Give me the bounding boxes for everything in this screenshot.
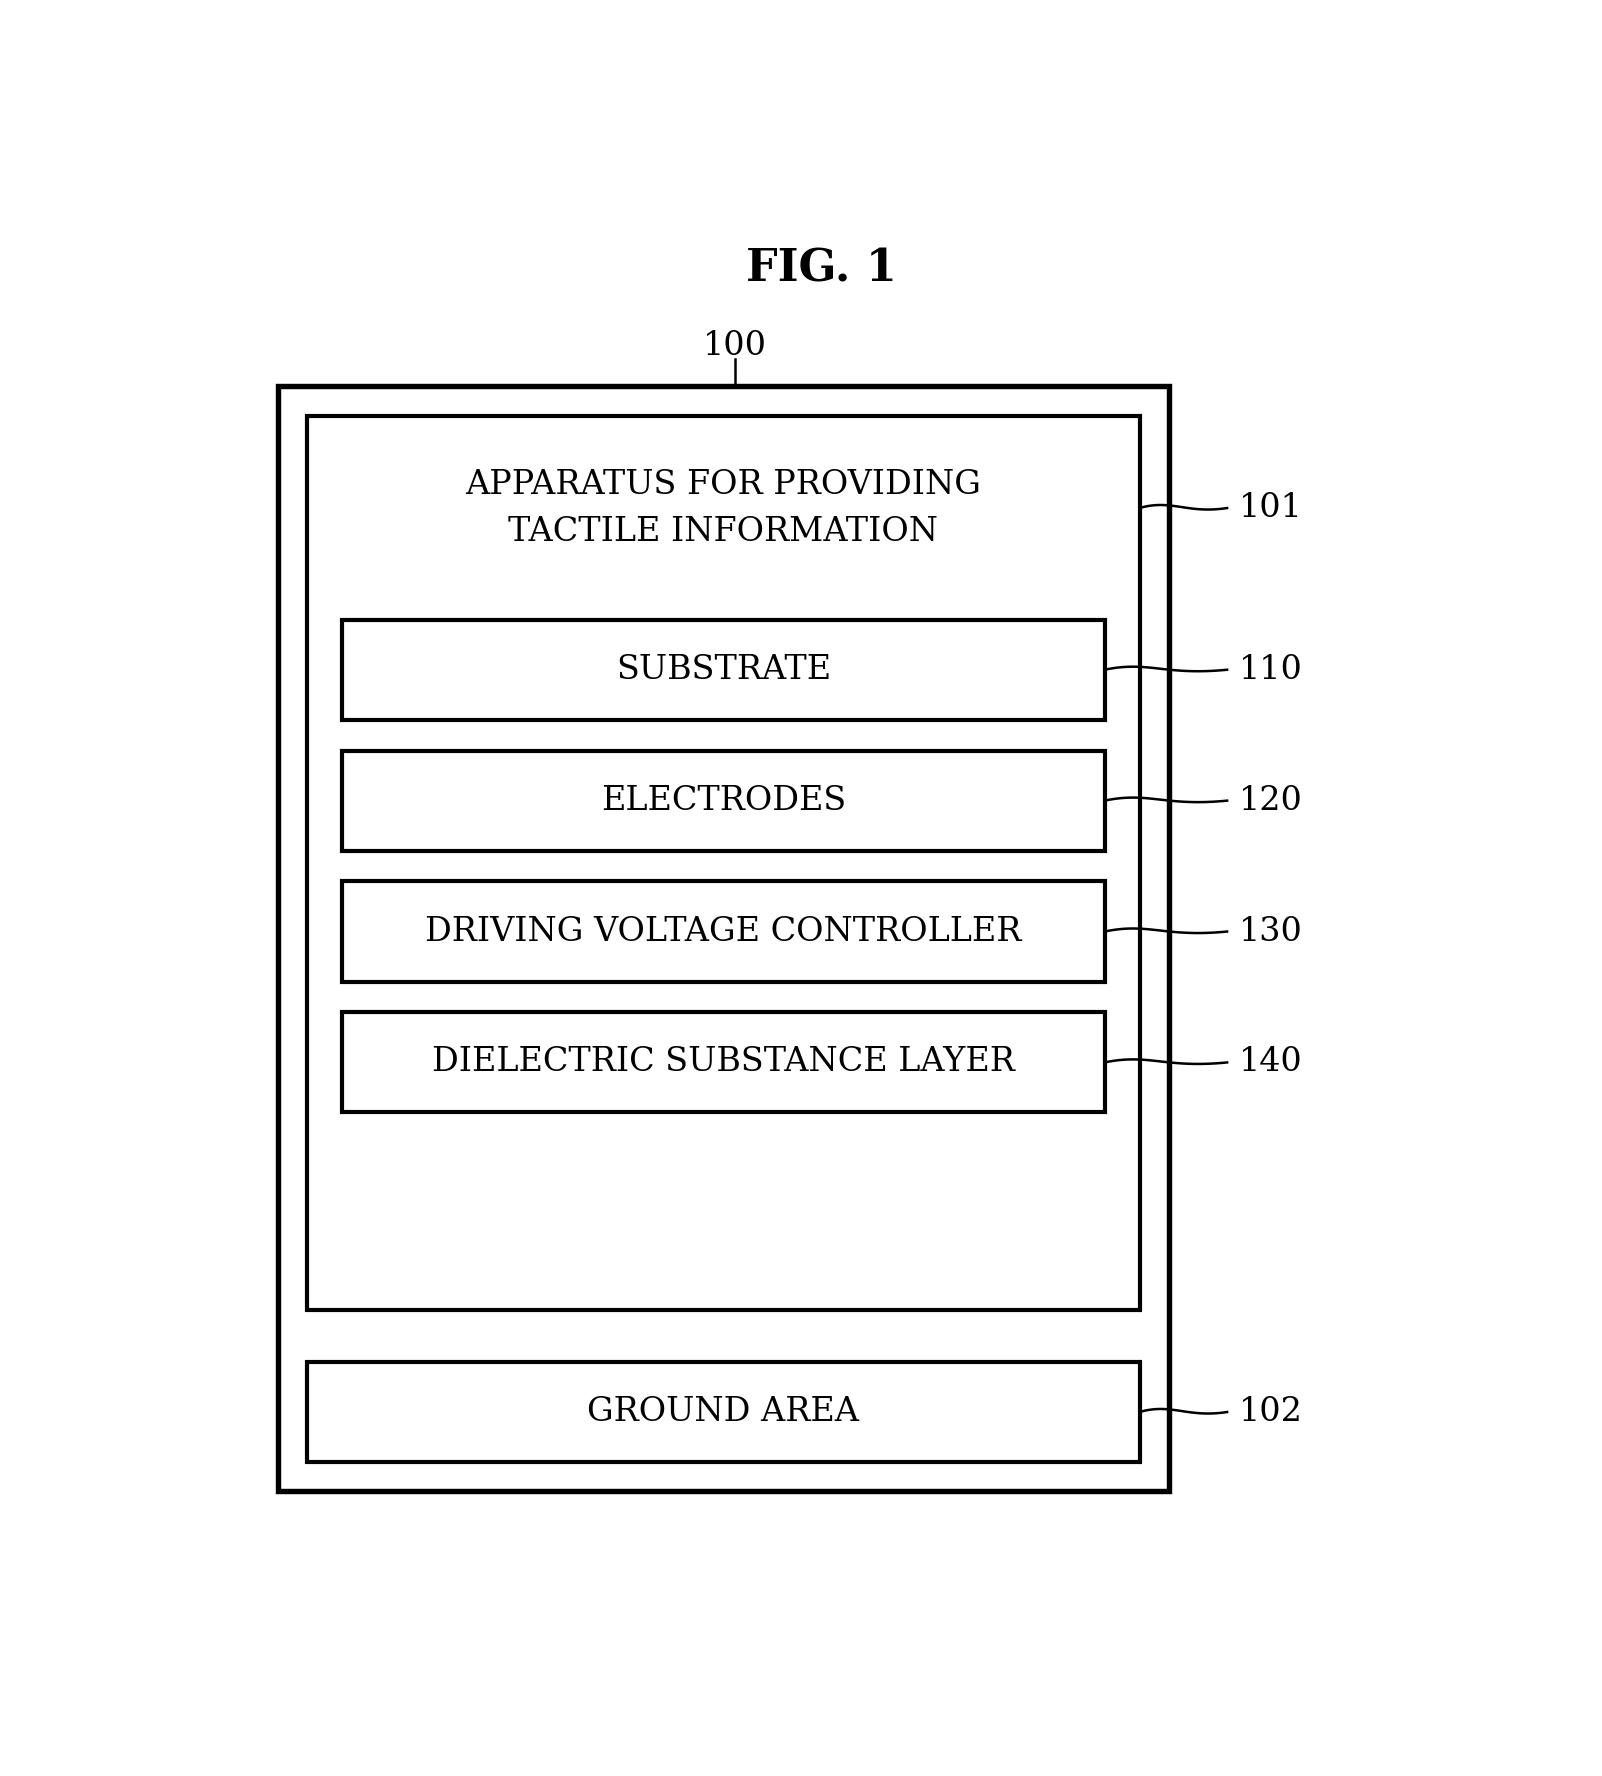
Bar <box>343 1012 1105 1112</box>
Bar <box>343 751 1105 851</box>
Text: 110: 110 <box>1238 654 1302 686</box>
Text: DRIVING VOLTAGE CONTROLLER: DRIVING VOLTAGE CONTROLLER <box>425 916 1022 948</box>
Text: 130: 130 <box>1238 916 1302 948</box>
Text: SUBSTRATE: SUBSTRATE <box>615 654 831 686</box>
Text: FIG. 1: FIG. 1 <box>745 247 897 289</box>
Bar <box>343 881 1105 982</box>
Bar <box>277 387 1169 1492</box>
Text: 100: 100 <box>703 330 767 362</box>
Bar <box>308 416 1139 1311</box>
Bar <box>308 1362 1139 1462</box>
Text: 140: 140 <box>1238 1046 1302 1078</box>
Text: APPARATUS FOR PROVIDING
TACTILE INFORMATION: APPARATUS FOR PROVIDING TACTILE INFORMAT… <box>466 469 982 547</box>
Text: 120: 120 <box>1238 785 1302 817</box>
Bar <box>343 620 1105 719</box>
Text: ELECTRODES: ELECTRODES <box>601 785 846 817</box>
Text: GROUND AREA: GROUND AREA <box>588 1396 859 1428</box>
Text: 102: 102 <box>1238 1396 1302 1428</box>
Text: DIELECTRIC SUBSTANCE LAYER: DIELECTRIC SUBSTANCE LAYER <box>433 1046 1014 1078</box>
Text: 101: 101 <box>1238 492 1302 524</box>
